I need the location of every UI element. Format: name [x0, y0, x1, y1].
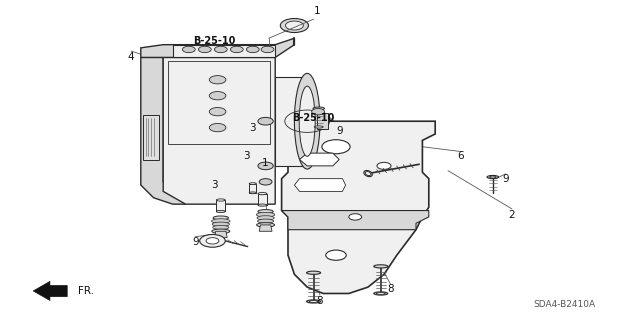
Ellipse shape: [258, 192, 267, 195]
Circle shape: [280, 19, 308, 33]
Circle shape: [200, 234, 225, 247]
Ellipse shape: [490, 176, 496, 178]
Text: FR.: FR.: [79, 286, 95, 296]
Ellipse shape: [307, 271, 321, 274]
Text: B-25-10: B-25-10: [193, 36, 236, 47]
Text: 8: 8: [317, 296, 323, 307]
Circle shape: [312, 108, 324, 115]
Text: 9: 9: [502, 174, 509, 184]
Circle shape: [261, 46, 274, 53]
Circle shape: [285, 21, 303, 30]
Circle shape: [377, 162, 391, 169]
Polygon shape: [282, 211, 429, 230]
Bar: [216, 200, 225, 211]
Bar: [275, 77, 307, 166]
Text: 2: 2: [509, 210, 515, 220]
Ellipse shape: [374, 292, 388, 295]
Text: 6: 6: [458, 151, 464, 161]
Circle shape: [326, 250, 346, 260]
Ellipse shape: [257, 223, 275, 227]
Polygon shape: [214, 231, 227, 238]
Ellipse shape: [249, 183, 257, 184]
Ellipse shape: [313, 107, 324, 110]
Ellipse shape: [300, 86, 315, 156]
Text: 9: 9: [336, 126, 342, 136]
Polygon shape: [141, 38, 294, 57]
Ellipse shape: [314, 126, 323, 128]
Polygon shape: [294, 179, 346, 191]
Text: SDA4-B2410A: SDA4-B2410A: [533, 300, 595, 309]
Polygon shape: [282, 121, 435, 293]
Text: 1: 1: [314, 6, 320, 16]
Circle shape: [258, 117, 273, 125]
Ellipse shape: [213, 216, 228, 220]
Text: B-25-10: B-25-10: [292, 113, 335, 123]
Circle shape: [206, 238, 219, 244]
Ellipse shape: [212, 229, 230, 234]
Ellipse shape: [216, 211, 225, 213]
Circle shape: [259, 179, 272, 185]
Circle shape: [198, 46, 211, 53]
Circle shape: [209, 76, 226, 84]
Text: 4: 4: [128, 52, 134, 63]
Text: 3: 3: [250, 122, 256, 133]
Polygon shape: [173, 45, 275, 57]
Ellipse shape: [257, 216, 274, 220]
Ellipse shape: [374, 265, 388, 268]
Ellipse shape: [216, 199, 225, 201]
Polygon shape: [141, 57, 186, 204]
Ellipse shape: [376, 293, 385, 294]
Ellipse shape: [258, 210, 273, 213]
Ellipse shape: [364, 170, 372, 177]
Polygon shape: [163, 57, 275, 204]
Ellipse shape: [487, 175, 499, 179]
Circle shape: [246, 46, 259, 53]
Bar: [168, 61, 270, 144]
Circle shape: [258, 162, 273, 170]
Text: 9: 9: [192, 237, 198, 248]
Text: 8: 8: [387, 284, 394, 294]
Circle shape: [182, 46, 195, 53]
Ellipse shape: [212, 219, 230, 223]
Ellipse shape: [212, 226, 229, 229]
Circle shape: [214, 46, 227, 53]
Circle shape: [209, 108, 226, 116]
Ellipse shape: [257, 212, 275, 217]
Polygon shape: [300, 153, 339, 166]
Bar: [258, 194, 267, 205]
Bar: [249, 184, 257, 193]
Ellipse shape: [249, 192, 257, 194]
Polygon shape: [33, 281, 67, 300]
Bar: [143, 115, 159, 160]
Ellipse shape: [258, 204, 267, 206]
Ellipse shape: [212, 222, 230, 226]
Circle shape: [322, 140, 350, 154]
Text: 1: 1: [262, 158, 269, 168]
Ellipse shape: [294, 73, 320, 169]
Polygon shape: [243, 77, 275, 166]
Text: 3: 3: [211, 180, 218, 190]
Ellipse shape: [257, 219, 274, 223]
Circle shape: [209, 92, 226, 100]
Bar: [317, 113, 328, 129]
Text: 3: 3: [243, 151, 250, 161]
Polygon shape: [259, 225, 272, 231]
Ellipse shape: [365, 172, 371, 175]
Ellipse shape: [307, 300, 321, 303]
Circle shape: [230, 46, 243, 53]
Circle shape: [209, 123, 226, 132]
Circle shape: [296, 181, 312, 189]
Circle shape: [349, 214, 362, 220]
Ellipse shape: [309, 300, 318, 302]
